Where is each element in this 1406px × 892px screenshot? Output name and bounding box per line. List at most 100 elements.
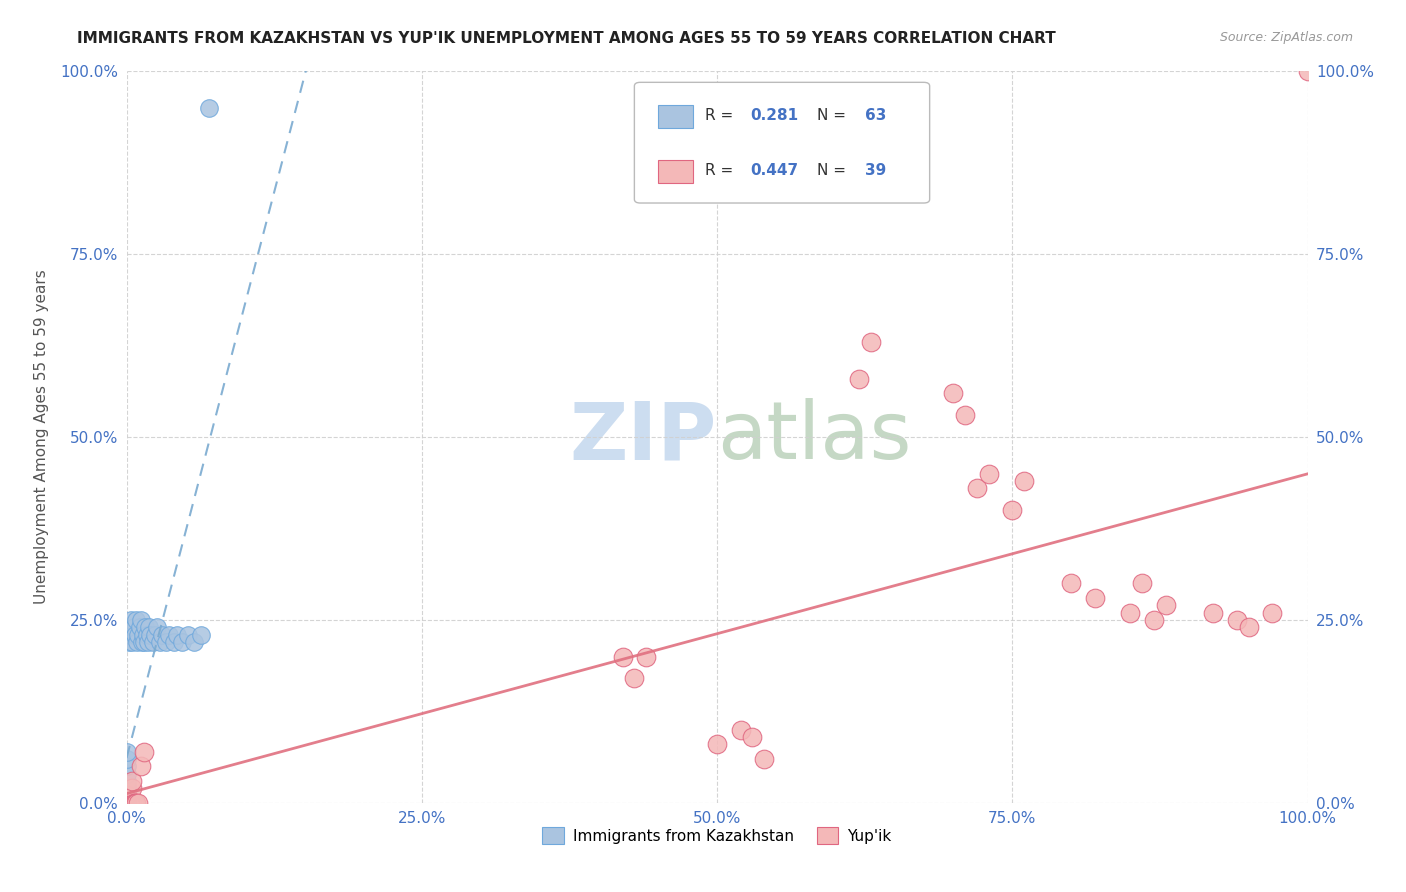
Point <box>115 796 138 810</box>
Point <box>115 796 138 810</box>
Point <box>115 759 138 773</box>
Point <box>128 620 150 634</box>
Point <box>121 796 143 810</box>
Point <box>124 627 146 641</box>
Point <box>1143 613 1166 627</box>
Point <box>966 481 988 495</box>
Point <box>127 796 149 810</box>
Point <box>115 766 138 780</box>
Text: 0.281: 0.281 <box>751 108 799 123</box>
Point <box>129 759 152 773</box>
Text: IMMIGRANTS FROM KAZAKHSTAN VS YUP'IK UNEMPLOYMENT AMONG AGES 55 TO 59 YEARS CORR: IMMIGRANTS FROM KAZAKHSTAN VS YUP'IK UNE… <box>77 31 1056 46</box>
Point <box>139 627 162 641</box>
Point <box>115 796 138 810</box>
Point <box>163 635 186 649</box>
Text: N =: N = <box>817 108 846 123</box>
Point <box>125 796 148 810</box>
Point <box>1202 606 1225 620</box>
Point <box>612 649 634 664</box>
Point <box>115 796 138 810</box>
Point <box>198 101 221 115</box>
Point <box>124 796 146 810</box>
Point <box>132 627 155 641</box>
Y-axis label: Unemployment Among Ages 55 to 59 years: Unemployment Among Ages 55 to 59 years <box>34 269 49 605</box>
Point <box>125 613 148 627</box>
Point <box>121 773 143 788</box>
Point <box>190 627 212 641</box>
Point <box>1084 591 1107 605</box>
Point <box>115 796 138 810</box>
Point <box>115 792 138 806</box>
Point <box>1001 503 1024 517</box>
Text: Source: ZipAtlas.com: Source: ZipAtlas.com <box>1219 31 1353 45</box>
Text: ZIP: ZIP <box>569 398 717 476</box>
Point <box>157 627 180 641</box>
Point <box>115 796 138 810</box>
Point <box>754 752 776 766</box>
Point <box>115 796 138 810</box>
Point <box>115 796 138 810</box>
Point <box>1296 64 1319 78</box>
Point <box>122 796 145 810</box>
Point <box>115 789 138 803</box>
Point <box>1119 606 1142 620</box>
Point <box>134 620 156 634</box>
Point <box>1226 613 1249 627</box>
Point <box>129 613 152 627</box>
Point <box>115 796 138 810</box>
Point <box>115 796 138 810</box>
Point <box>149 635 172 649</box>
Point <box>121 781 143 796</box>
Point <box>942 386 965 401</box>
Point <box>131 635 153 649</box>
Point <box>183 635 205 649</box>
Point <box>121 635 143 649</box>
Point <box>115 752 138 766</box>
Point <box>115 792 138 806</box>
Point <box>177 627 200 641</box>
FancyBboxPatch shape <box>634 82 929 203</box>
Point <box>953 408 976 422</box>
Point <box>170 635 193 649</box>
Point <box>115 745 138 759</box>
Point <box>146 620 169 634</box>
Bar <box>658 105 693 128</box>
Point <box>135 627 157 641</box>
Text: 0.447: 0.447 <box>751 162 799 178</box>
Point <box>115 785 138 799</box>
Point <box>115 778 138 792</box>
Point <box>115 796 138 810</box>
Text: 39: 39 <box>865 162 886 178</box>
Point <box>1012 474 1035 488</box>
Point <box>115 789 138 803</box>
Point <box>636 649 658 664</box>
Point <box>134 745 156 759</box>
Bar <box>658 160 693 183</box>
Text: atlas: atlas <box>717 398 911 476</box>
Point <box>127 635 149 649</box>
Point <box>118 635 141 649</box>
Point <box>977 467 1000 481</box>
Point <box>122 620 145 634</box>
Point <box>136 635 159 649</box>
Text: R =: R = <box>706 162 738 178</box>
Point <box>166 627 188 641</box>
Point <box>730 723 752 737</box>
Point <box>115 781 138 796</box>
Point <box>1261 606 1284 620</box>
Point <box>115 796 138 810</box>
Point <box>120 613 142 627</box>
Point <box>138 620 160 634</box>
Point <box>115 796 138 810</box>
Point <box>1060 576 1083 591</box>
Point <box>1154 599 1177 613</box>
Point <box>134 635 156 649</box>
Text: R =: R = <box>706 108 738 123</box>
Point <box>150 627 173 641</box>
Point <box>115 781 138 796</box>
Point <box>115 789 138 803</box>
Point <box>859 334 882 349</box>
Point <box>155 635 177 649</box>
Point <box>115 773 138 788</box>
Point <box>115 796 138 810</box>
